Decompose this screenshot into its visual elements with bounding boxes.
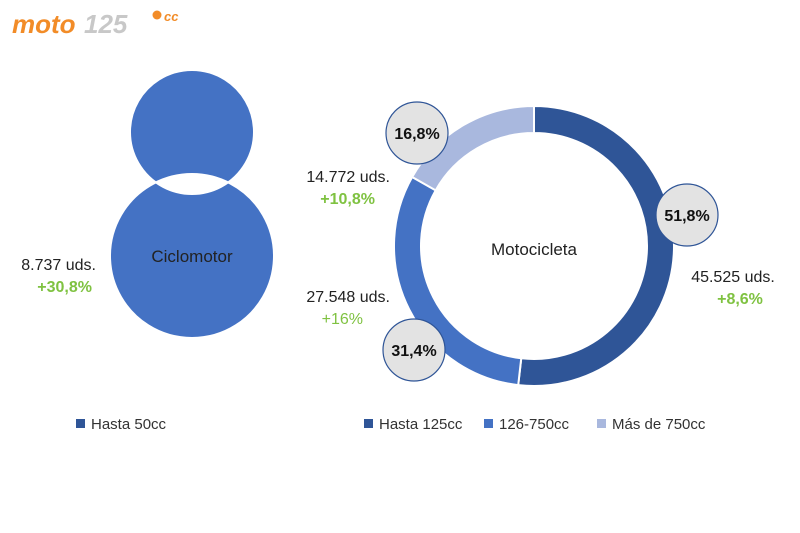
donut-ciclomotor	[109, 69, 275, 339]
growth-label: +8,6%	[717, 291, 763, 308]
legend-right: Hasta 125cc 126-750cc Más de 750cc	[364, 416, 706, 433]
logo-text-main: moto	[12, 9, 76, 39]
moto125-logo: moto 125 cc	[12, 9, 179, 39]
legend-swatch	[484, 419, 493, 428]
pct-label: 31,4%	[391, 343, 436, 360]
legend-label: Hasta 50cc	[91, 416, 167, 433]
units-label: 27.548 uds.	[306, 289, 390, 306]
callout-mas-750: 16,8%	[385, 101, 449, 165]
legend-swatch	[76, 419, 85, 428]
logo-text-num: 125	[84, 9, 128, 39]
legend-label: 126-750cc	[499, 416, 570, 433]
legend-label: Más de 750cc	[612, 416, 706, 433]
growth-label: +30,8%	[37, 279, 92, 296]
pct-label: 16,8%	[394, 126, 439, 143]
units-label: 45.525 uds.	[691, 269, 775, 286]
logo-text-cc: cc	[164, 9, 179, 24]
legend-swatch	[364, 419, 373, 428]
units-label: 14.772 uds.	[306, 169, 390, 186]
donut-center-label: Motocicleta	[491, 240, 578, 259]
growth-label: +10,8%	[320, 191, 375, 208]
donut-slice-hasta-125cc	[517, 104, 675, 387]
legend-label: Hasta 125cc	[379, 416, 463, 433]
callout-hasta-125: 51,8%	[655, 183, 719, 247]
pct-label: 51,8%	[664, 208, 709, 225]
donut-slice-hasta-50cc	[109, 69, 275, 339]
units-label: 8.737 uds.	[21, 257, 96, 274]
legend-swatch	[597, 419, 606, 428]
callout-126-750: 31,4%	[382, 318, 446, 382]
donut-center-label: Ciclomotor	[151, 247, 233, 266]
legend-left: Hasta 50cc	[76, 416, 167, 433]
growth-label: +16%	[322, 311, 363, 328]
logo-dot-icon	[152, 10, 162, 20]
